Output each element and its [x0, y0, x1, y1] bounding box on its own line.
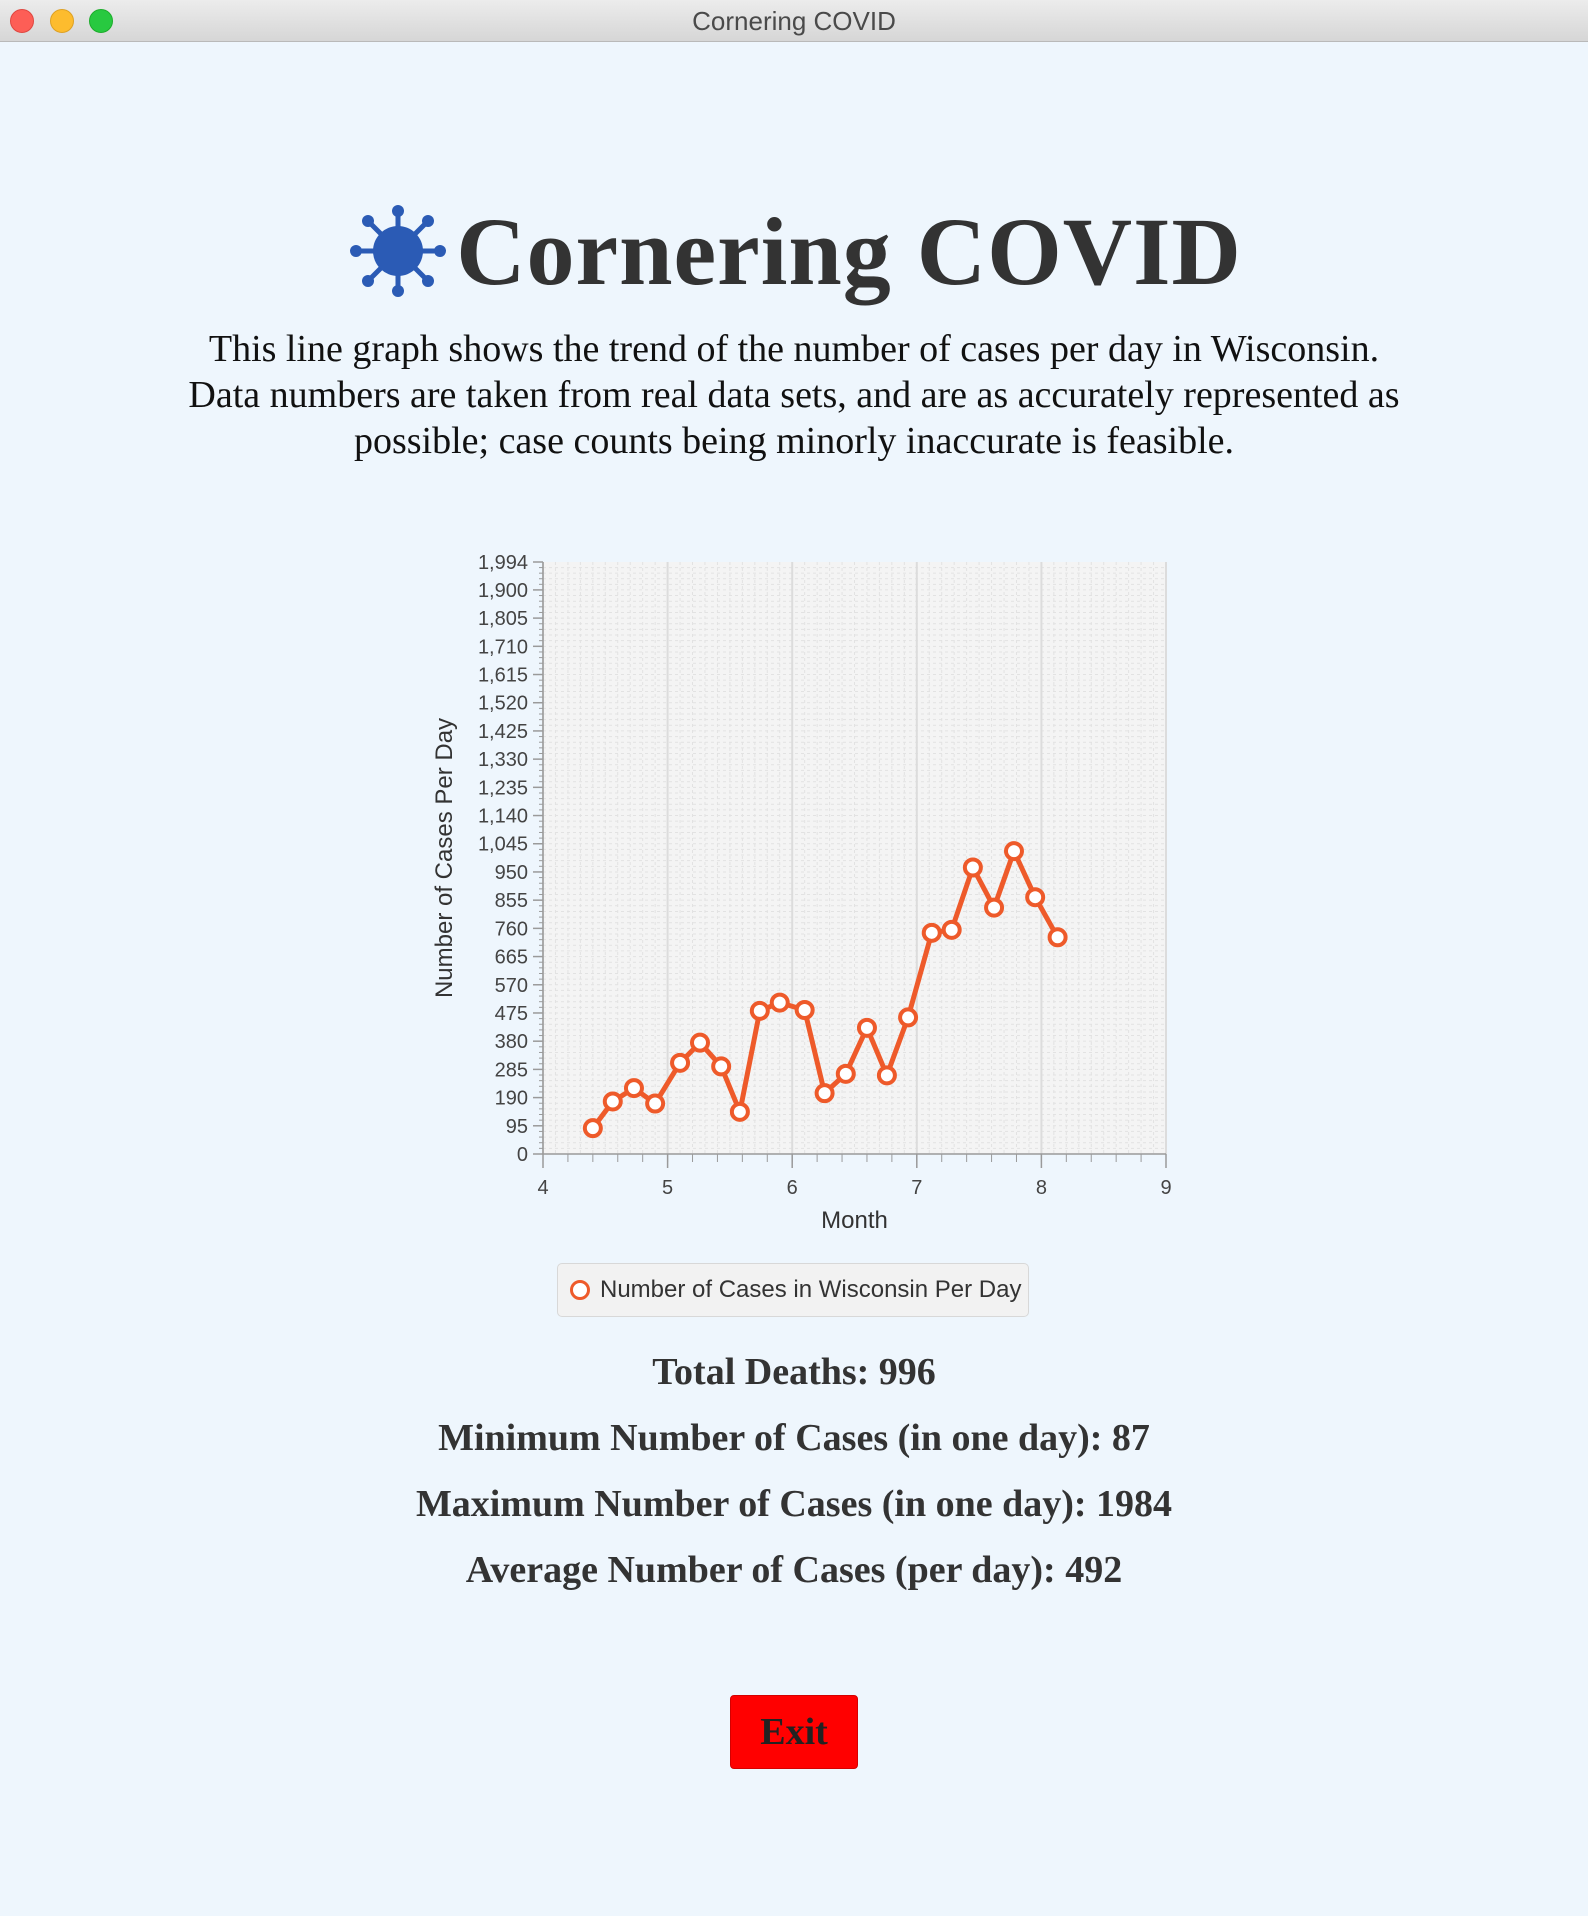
- page-heading: Cornering COVID: [0, 196, 1588, 306]
- y-tick-label: 1,045: [478, 834, 528, 856]
- avg-cases-stat: Average Number of Cases (per day): 492: [465, 1549, 1123, 1591]
- data-point: [689, 1032, 710, 1053]
- y-tick-label: 1,615: [478, 665, 528, 687]
- window-titlebar: Cornering COVID: [0, 0, 1588, 42]
- y-tick-label: 1,994: [478, 552, 528, 574]
- data-point: [729, 1101, 750, 1122]
- data-point: [582, 1118, 603, 1139]
- data-point: [921, 922, 942, 943]
- y-tick-label: 570: [495, 975, 528, 997]
- y-axis-label: Number of Cases Per Day: [431, 718, 458, 998]
- min-cases-stat: Minimum Number of Cases (in one day): 87: [438, 1417, 1150, 1459]
- data-point: [984, 897, 1005, 918]
- exit-button[interactable]: Exit: [730, 1695, 858, 1769]
- page-title: Cornering COVID: [456, 197, 1242, 305]
- y-tick-label: 0: [517, 1144, 528, 1166]
- minimize-window-button[interactable]: [50, 9, 74, 33]
- y-tick-label: 1,425: [478, 721, 528, 743]
- legend-marker-icon: [570, 1280, 590, 1300]
- data-point: [623, 1078, 644, 1099]
- data-point: [876, 1065, 897, 1086]
- data-point: [749, 1000, 770, 1021]
- data-point: [814, 1083, 835, 1104]
- y-tick-label: 665: [495, 947, 528, 969]
- data-point: [670, 1052, 691, 1073]
- total-deaths-stat: Total Deaths: 996: [652, 1351, 936, 1393]
- data-point: [898, 1007, 919, 1028]
- x-tick-label: 6: [787, 1177, 798, 1199]
- x-axis-label: Month: [821, 1207, 888, 1234]
- x-tick-label: 8: [1036, 1177, 1047, 1199]
- y-tick-label: 380: [495, 1031, 528, 1053]
- data-point: [602, 1091, 623, 1112]
- y-tick-label: 855: [495, 890, 528, 912]
- y-tick-label: 760: [495, 918, 528, 940]
- y-tick-label: 95: [506, 1116, 528, 1138]
- y-tick-label: 1,710: [478, 636, 528, 658]
- chart-legend: Number of Cases in Wisconsin Per Day: [557, 1263, 1029, 1317]
- maximize-window-button[interactable]: [89, 9, 113, 33]
- data-point: [1025, 887, 1046, 908]
- line-chart: 0 95 190 285 380 475 570 665 760 855 950 1,045 1,140…: [0, 540, 1588, 1240]
- data-point: [711, 1056, 732, 1077]
- data-point: [941, 919, 962, 940]
- data-point: [794, 1000, 815, 1021]
- window-title: Cornering COVID: [692, 6, 896, 36]
- y-tick-label: 1,900: [478, 580, 528, 602]
- y-tick-label: 950: [495, 862, 528, 884]
- legend-label: Number of Cases in Wisconsin Per Day: [600, 1276, 1022, 1303]
- x-tick-label: 7: [911, 1177, 922, 1199]
- y-tick-label: 1,235: [478, 777, 528, 799]
- x-tick-label: 4: [537, 1177, 548, 1199]
- max-cases-stat: Maximum Number of Cases (in one day): 19…: [415, 1483, 1173, 1525]
- data-point: [769, 992, 790, 1013]
- data-point: [962, 857, 983, 878]
- x-tick-label: 9: [1160, 1177, 1171, 1199]
- y-tick-label: 475: [495, 1003, 528, 1025]
- y-tick-label: 190: [495, 1088, 528, 1110]
- data-point: [856, 1017, 877, 1038]
- y-tick-label: 1,805: [478, 608, 528, 630]
- y-tick-label: 1,330: [478, 749, 528, 771]
- chart-description: This line graph shows the trend of the n…: [188, 328, 1400, 462]
- y-tick-label: 1,520: [478, 693, 528, 715]
- x-tick-label: 5: [662, 1177, 673, 1199]
- line-chart-svg: 0951902853804755706657608559501,0451,140…: [431, 552, 1172, 1234]
- y-tick-label: 285: [495, 1059, 528, 1081]
- data-point: [835, 1063, 856, 1084]
- y-tick-label: 1,140: [478, 806, 528, 828]
- close-window-button[interactable]: [10, 9, 34, 33]
- data-point: [1003, 841, 1024, 862]
- virus-icon: [350, 205, 447, 297]
- data-point: [1047, 927, 1068, 948]
- data-point: [645, 1093, 666, 1114]
